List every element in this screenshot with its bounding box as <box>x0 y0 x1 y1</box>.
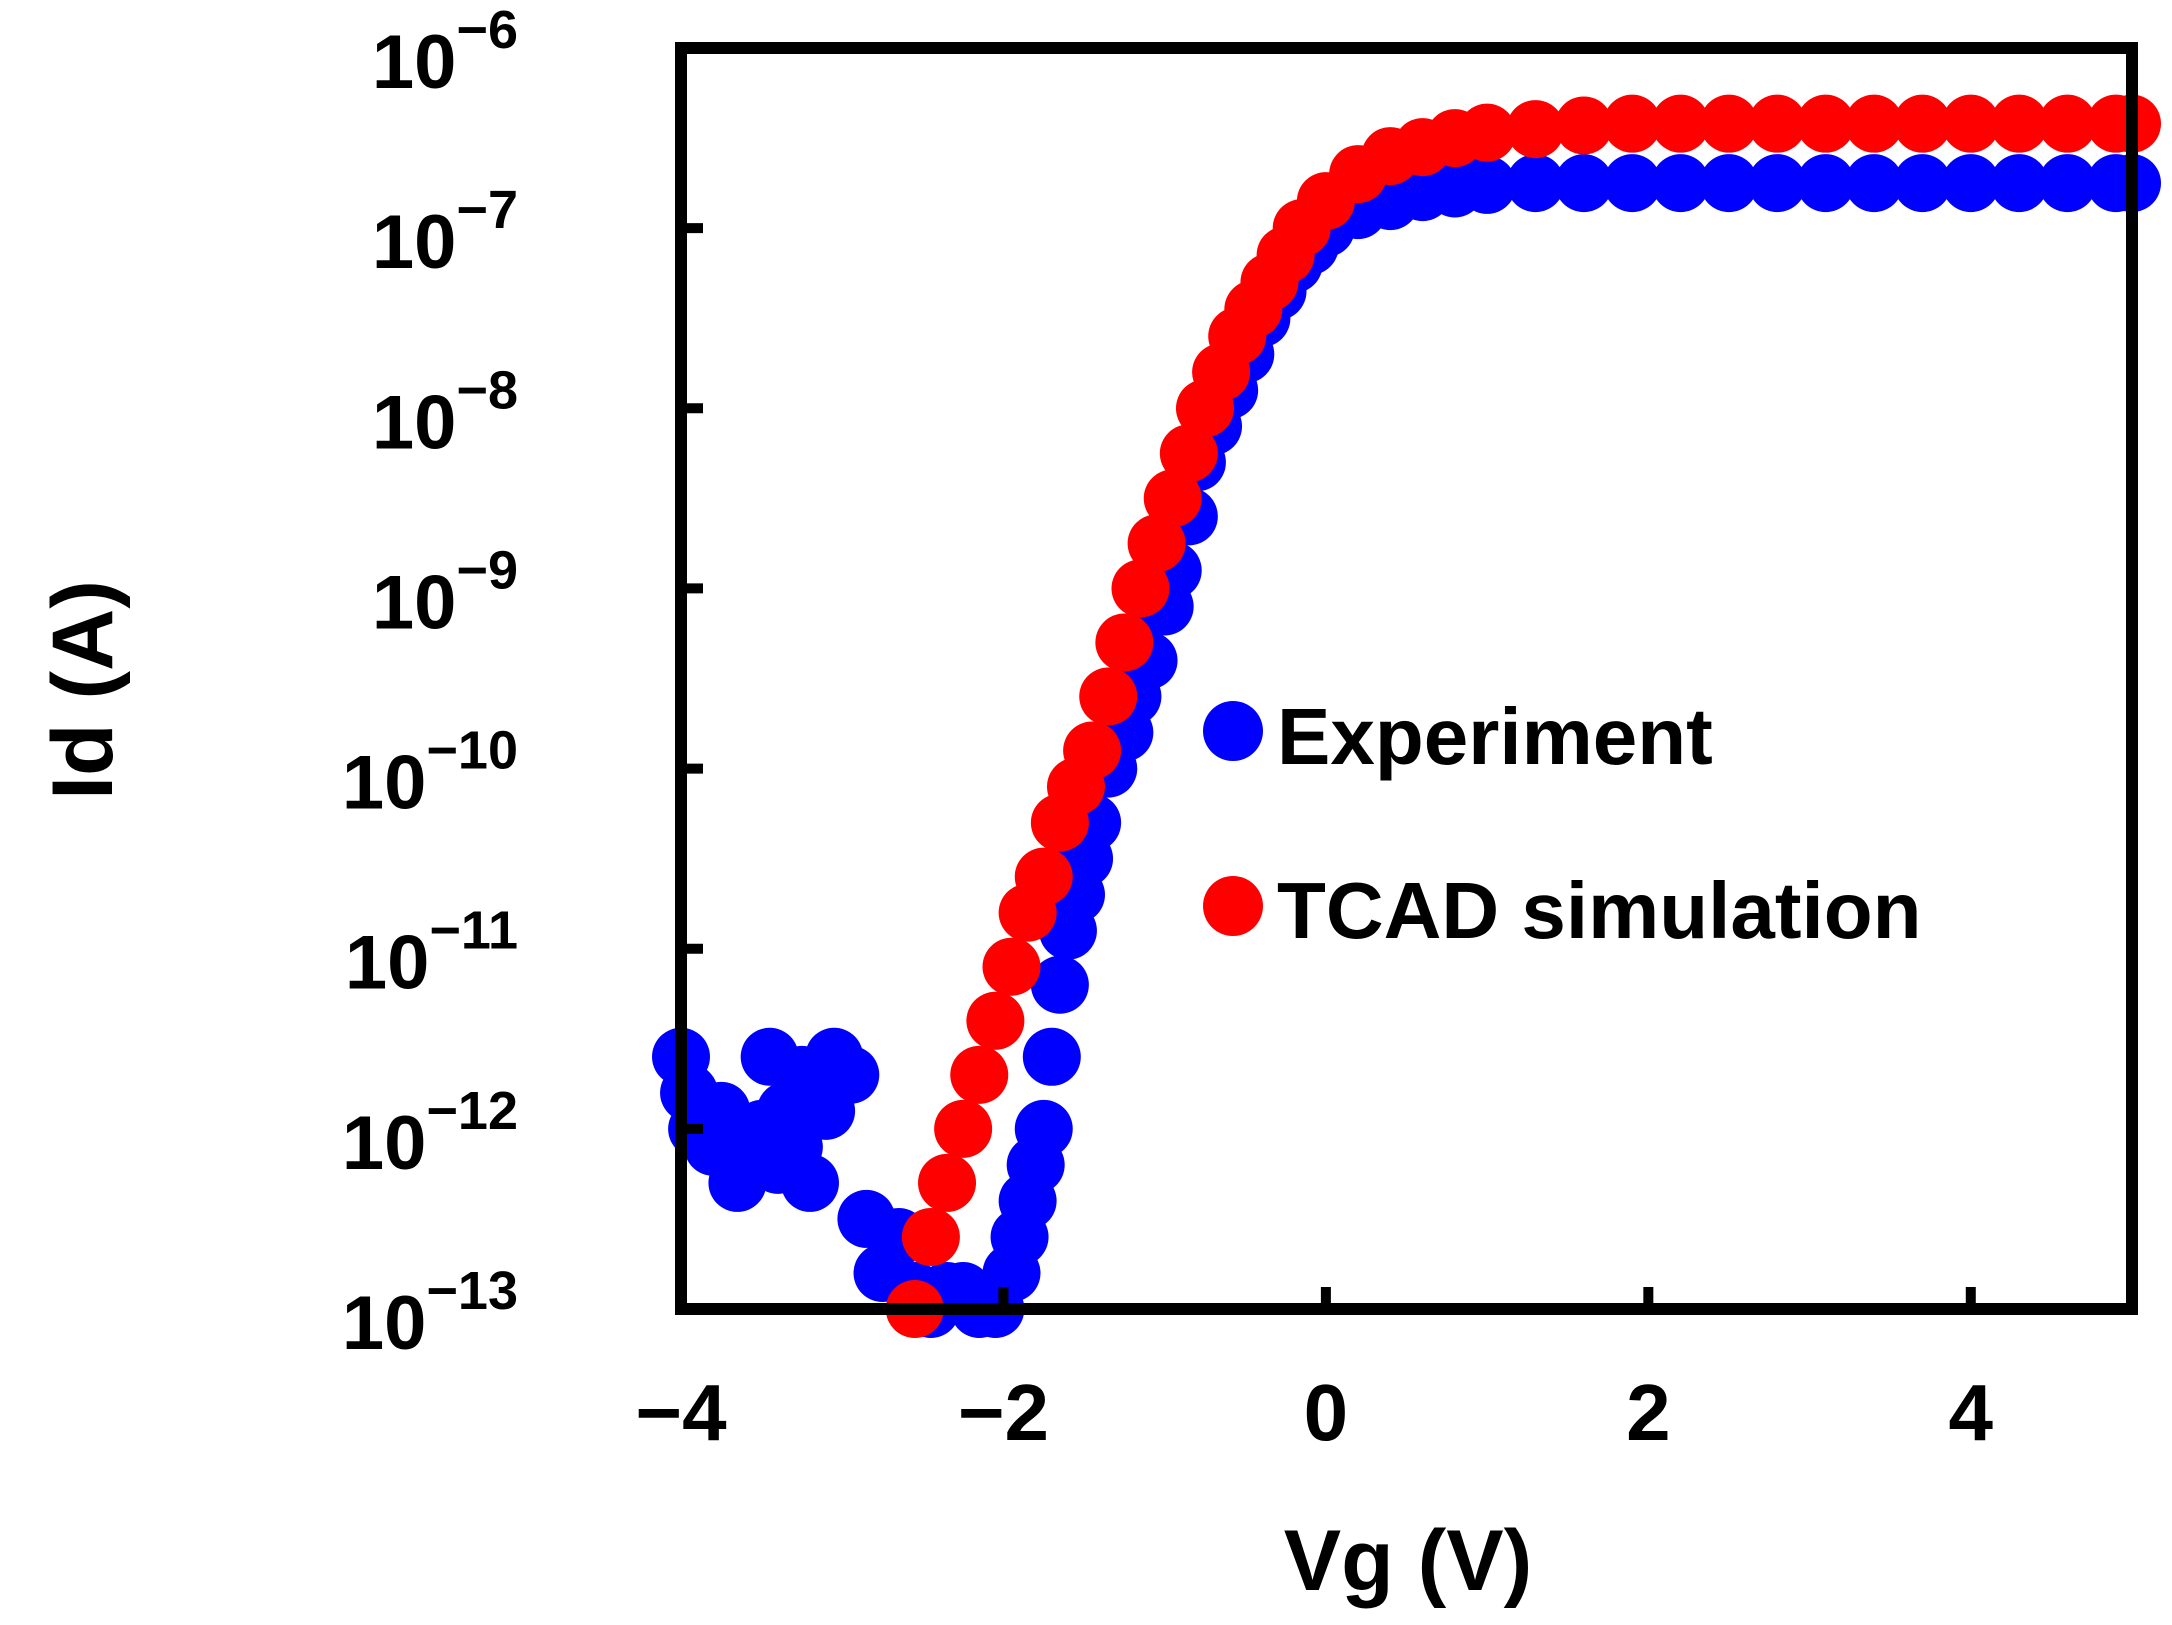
y-tick-label: 10−11 <box>345 901 518 1006</box>
legend-label-experiment: Experiment <box>1277 692 1713 781</box>
x-tick-label: 0 <box>1304 1368 1349 1457</box>
tcad-point <box>1603 94 1662 153</box>
experiment-point <box>780 1153 839 1212</box>
y-tick-label: 10−13 <box>342 1261 518 1366</box>
tcad-point <box>1159 424 1218 483</box>
legend: Experiment TCAD simulation <box>1203 692 1921 955</box>
tcad-point <box>1699 94 1758 153</box>
tcad-point <box>1748 94 1807 153</box>
y-tick-label: 10−12 <box>342 1081 518 1186</box>
tcad-point <box>982 937 1041 996</box>
experiment-point <box>1603 154 1662 213</box>
tcad-point <box>934 1099 993 1158</box>
y-tick-label: 10−7 <box>372 180 518 285</box>
experiment-point <box>1458 155 1517 214</box>
tcad-point <box>1127 514 1186 573</box>
tcad-point <box>966 991 1025 1050</box>
tick-labels: −4 −2 0 2 4 10−6 10−7 10−8 10−9 10−10 10−11 10−12 10… <box>342 0 1994 1457</box>
tcad-point <box>1143 469 1202 528</box>
tcad-point <box>1014 847 1073 906</box>
legend-marker-tcad <box>1203 876 1263 936</box>
experiment-point <box>1022 1027 1081 1086</box>
tcad-point <box>1111 559 1170 618</box>
tcad-point <box>918 1153 977 1212</box>
experiment-point <box>1030 955 1089 1014</box>
tcad-point <box>1095 613 1154 672</box>
experiment-point <box>1651 154 1710 213</box>
tcad-point <box>1458 103 1517 162</box>
experiment-point <box>1506 154 1565 213</box>
tcad-point <box>1554 96 1613 155</box>
x-tick-label: 2 <box>1626 1368 1671 1457</box>
tcad-point <box>1893 94 1952 153</box>
tcad-point <box>1063 721 1122 780</box>
plot-frame <box>675 42 2138 1315</box>
experiment-point <box>1941 154 2000 213</box>
x-tick-label: −4 <box>635 1368 727 1457</box>
tcad-point <box>950 1045 1009 1104</box>
experiment-point <box>1554 154 1613 213</box>
y-tick-label: 10−6 <box>372 0 518 105</box>
y-tick-label: 10−9 <box>372 540 518 645</box>
tcad-point <box>1941 94 2000 153</box>
tcad-point <box>1651 94 1710 153</box>
tcad-point <box>1079 667 1138 726</box>
tcad-point <box>1845 94 1904 153</box>
tcad-point <box>2038 94 2097 153</box>
experiment-point <box>1796 154 1855 213</box>
experiment-point <box>1990 154 2049 213</box>
experiment-point <box>821 1045 880 1104</box>
experiment-point <box>2038 154 2097 213</box>
tcad-point <box>901 1207 960 1266</box>
experiment-point <box>1014 1099 1073 1158</box>
legend-marker-experiment <box>1203 701 1263 761</box>
data-points <box>652 94 2161 1338</box>
y-axis-title: Id (A) <box>35 580 131 800</box>
experiment-point <box>1845 154 1904 213</box>
tcad-point <box>1796 94 1855 153</box>
experiment-point <box>1893 154 1952 213</box>
axis-ticks <box>676 43 1976 1314</box>
experiment-point <box>1699 154 1758 213</box>
x-axis-title: Vg (V) <box>1284 1513 1532 1609</box>
x-tick-label: −2 <box>958 1368 1049 1457</box>
experiment-point <box>1748 154 1807 213</box>
tcad-point <box>1990 94 2049 153</box>
y-tick-label: 10−10 <box>342 721 518 826</box>
tcad-point <box>1506 100 1565 159</box>
y-tick-label: 10−8 <box>372 360 518 465</box>
x-tick-label: 4 <box>1949 1368 1994 1457</box>
legend-label-tcad: TCAD simulation <box>1277 866 1921 955</box>
